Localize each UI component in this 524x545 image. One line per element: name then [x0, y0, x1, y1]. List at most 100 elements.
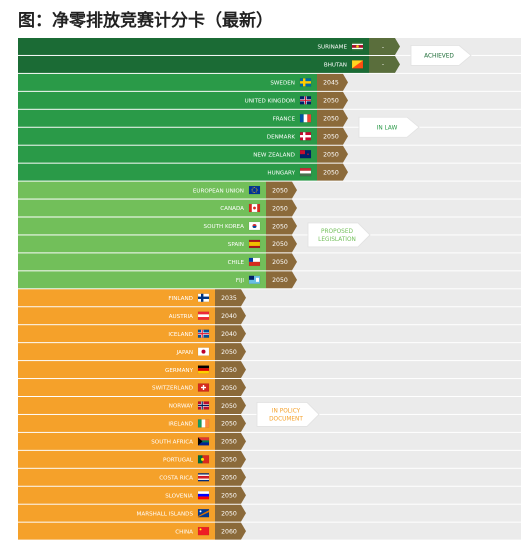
bar — [18, 271, 266, 289]
marshall-islands-flag-icon — [197, 508, 210, 518]
chile-flag-icon — [248, 257, 261, 267]
fiji-flag-icon — [248, 275, 261, 285]
target-badge — [266, 253, 297, 271]
target-badge — [266, 271, 297, 289]
country-label: DENMARK — [267, 134, 296, 140]
bar — [18, 325, 215, 343]
bar-row: HUNGARY 2050 — [18, 163, 521, 181]
target-badge — [215, 343, 246, 361]
target-badge — [317, 145, 348, 163]
bar — [18, 163, 317, 181]
bar — [18, 145, 317, 163]
target-year-label: 2050 — [221, 510, 237, 517]
group-callout: IN POLICY DOCUMENT — [256, 402, 320, 427]
bar — [18, 343, 215, 361]
germany-flag-icon — [197, 365, 210, 374]
group-label: ACHIEVED — [424, 53, 454, 59]
china-flag-icon — [197, 526, 210, 536]
target-badge — [215, 522, 246, 540]
country-label: SWEDEN — [270, 81, 295, 87]
group-label: LEGISLATION — [318, 237, 356, 243]
target-year-label: 2050 — [272, 277, 288, 284]
bar-row: FIJI 2050 — [18, 271, 521, 289]
bar — [18, 504, 215, 522]
country-label: NORWAY — [169, 404, 194, 410]
callout-arrow — [358, 116, 420, 138]
group-label: DOCUMENT — [269, 416, 303, 422]
target-year-label: 2050 — [221, 421, 237, 428]
bar — [18, 73, 317, 91]
target-year-label: 2050 — [272, 223, 288, 230]
bar-row: COSTA RICA 2050 — [18, 468, 521, 486]
bar-row: SURINAME - — [18, 38, 521, 55]
target-year-label: - — [382, 62, 384, 69]
target-badge — [215, 414, 246, 432]
target-year-label: 2050 — [272, 187, 288, 194]
chart-rows: SURINAME - BHUTAN - SWEDEN 2045 UNITED KINGDOM… — [18, 38, 521, 540]
bar-row: MARSHALL ISLANDS 2050 — [18, 504, 521, 522]
group-proposed-legislation: EUROPEAN UNION 2050 CANADA 2050 SOUTH KOREA 2… — [18, 181, 521, 289]
group-label: PROPOSED — [321, 229, 353, 235]
target-year-label: 2050 — [272, 241, 288, 248]
austria-flag-icon — [197, 311, 210, 320]
bar-row: PORTUGAL 2050 — [18, 450, 521, 468]
country-label: BHUTAN — [324, 63, 347, 69]
target-badge — [215, 486, 246, 504]
country-label: FRANCE — [273, 116, 296, 122]
suriname-flag-icon — [351, 42, 364, 51]
iceland-flag-icon — [197, 329, 210, 338]
bar-row: DENMARK 2050 — [18, 127, 521, 145]
bar-row: BHUTAN - — [18, 55, 521, 73]
target-year-label: 2050 — [323, 151, 339, 158]
target-badge — [215, 432, 246, 450]
group-label: IN POLICY — [272, 408, 301, 414]
bar — [18, 289, 215, 307]
bar — [18, 486, 215, 504]
new-zealand-flag-icon — [299, 149, 312, 159]
target-badge — [266, 235, 297, 253]
spain-flag-icon — [248, 239, 261, 249]
target-year-label: 2050 — [221, 439, 237, 446]
denmark-flag-icon — [299, 132, 312, 141]
group-in-policy-document: FINLAND 2035 AUSTRIA 2040 ICELAND 2040 JAPAN 20… — [18, 289, 521, 540]
country-label: FIJI — [236, 278, 245, 284]
bar — [18, 379, 215, 396]
group-callout: ACHIEVED — [410, 45, 472, 66]
country-label: SOUTH KOREA — [204, 224, 245, 230]
target-year-label: 2060 — [221, 528, 237, 535]
target-badge — [266, 181, 297, 199]
bar-row: ICELAND 2040 — [18, 325, 521, 343]
country-label: ICELAND — [168, 332, 193, 338]
bar — [18, 253, 266, 271]
target-badge — [317, 91, 348, 109]
country-label: CHINA — [175, 529, 193, 535]
bar-row: SLOVENIA 2050 — [18, 486, 521, 504]
bar-row: CHILE 2050 — [18, 253, 521, 271]
target-year-label: 2050 — [323, 134, 339, 141]
target-badge — [215, 379, 246, 396]
bar-row: SWITZERLAND 2050 — [18, 379, 521, 396]
target-year-label: 2050 — [221, 367, 237, 374]
bar-row: CHINA 2060 — [18, 522, 521, 540]
target-badge — [215, 307, 246, 325]
target-year-label: 2045 — [323, 80, 339, 87]
group-callouts: ACHIEVED IN LAW PROPOSED LEGISLATION IN POLI… — [256, 45, 472, 427]
target-badge — [266, 199, 297, 217]
bar-row: EUROPEAN UNION 2050 — [18, 181, 521, 199]
group-callout: IN LAW — [358, 116, 420, 138]
bar — [18, 109, 317, 127]
bar — [18, 127, 317, 145]
target-year-label: 2035 — [221, 295, 237, 302]
bar — [18, 307, 215, 325]
country-label: AUSTRIA — [169, 314, 193, 320]
country-label: COSTA RICA — [159, 475, 193, 481]
target-year-label: 2050 — [323, 169, 339, 176]
target-year-label: 2050 — [221, 403, 237, 410]
target-badge — [369, 38, 400, 55]
country-label: EUROPEAN UNION — [193, 188, 244, 194]
bar-row: AUSTRIA 2040 — [18, 307, 521, 325]
portugal-flag-icon — [197, 455, 210, 464]
target-year-label: 2050 — [272, 259, 288, 266]
target-year-label: 2050 — [221, 349, 237, 356]
target-badge — [215, 361, 246, 379]
